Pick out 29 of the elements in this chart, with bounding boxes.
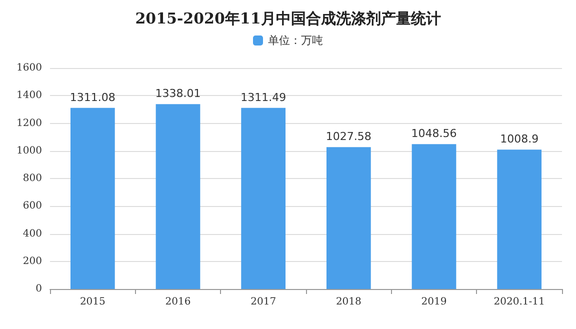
bar bbox=[412, 144, 456, 289]
y-tick-label: 400 bbox=[22, 228, 42, 240]
bar bbox=[70, 108, 115, 289]
x-tick-label: 2019 bbox=[421, 296, 447, 308]
legend-label: 单位：万吨 bbox=[268, 34, 323, 47]
y-tick-label: 1400 bbox=[16, 90, 42, 102]
data-label: 1008.9 bbox=[500, 132, 539, 146]
bar bbox=[326, 147, 371, 289]
chart-title: 2015-2020年11月中国合成洗涤剂产量统计 bbox=[135, 10, 441, 28]
data-label: 1311.49 bbox=[240, 90, 286, 104]
y-tick-label: 1000 bbox=[16, 145, 42, 156]
bar bbox=[497, 150, 542, 289]
y-tick-label: 800 bbox=[22, 173, 42, 184]
y-tick-label: 600 bbox=[22, 200, 42, 212]
bar bbox=[241, 108, 286, 289]
x-tick-label: 2016 bbox=[165, 296, 191, 308]
y-tick-label: 0 bbox=[36, 284, 42, 294]
data-label: 1338.01 bbox=[155, 87, 201, 100]
x-tick-label: 2015 bbox=[80, 296, 106, 308]
y-tick-label: 200 bbox=[22, 256, 42, 267]
data-label: 1048.56 bbox=[411, 127, 457, 140]
bar bbox=[156, 104, 200, 289]
y-tick-label: 1200 bbox=[16, 118, 42, 129]
x-tick-label: 2020.1-11 bbox=[494, 296, 545, 308]
y-tick-label: 1600 bbox=[16, 62, 42, 74]
x-tick-label: 2018 bbox=[336, 296, 362, 308]
x-tick-label: 2017 bbox=[250, 296, 276, 308]
data-label: 1027.58 bbox=[326, 130, 372, 144]
data-label: 1311.08 bbox=[70, 90, 116, 104]
